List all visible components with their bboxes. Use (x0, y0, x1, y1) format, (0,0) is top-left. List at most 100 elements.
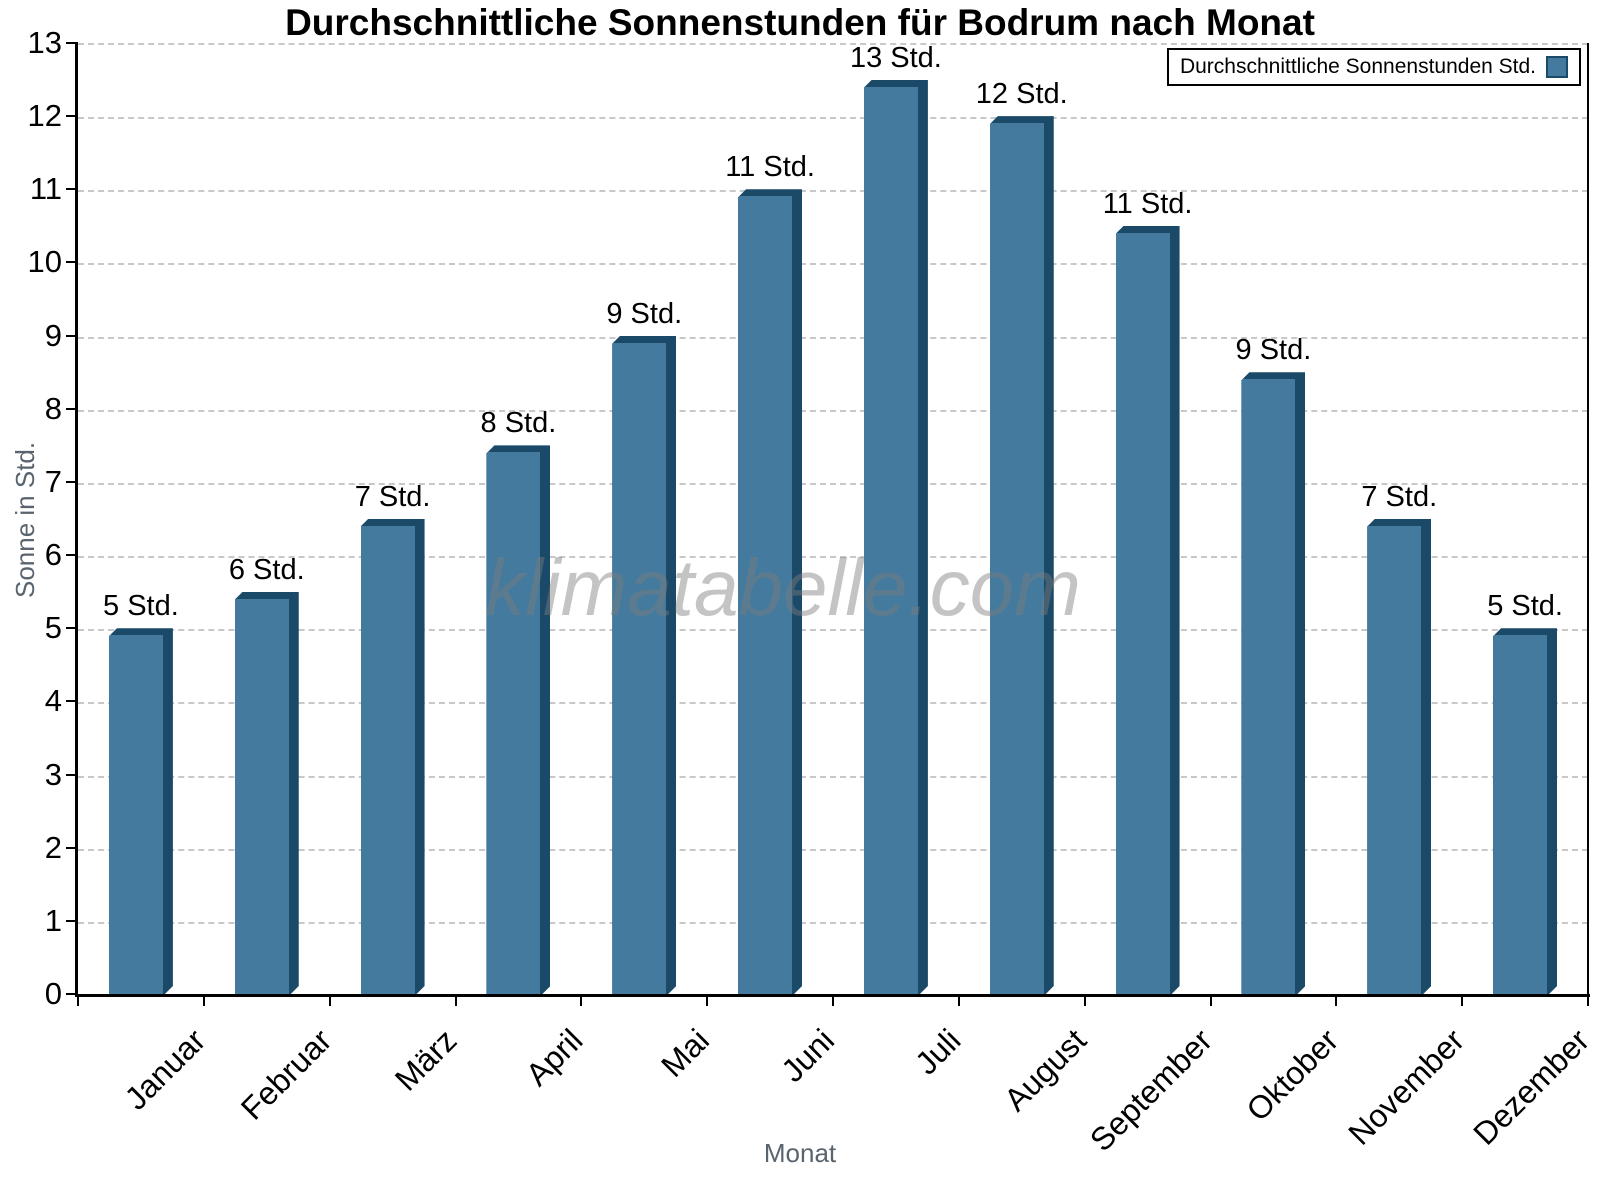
bar-face (361, 526, 415, 995)
bar-value-label: 9 Std. (606, 297, 683, 330)
gridline (78, 190, 1588, 193)
x-tick-mark (706, 997, 709, 1006)
y-tick-label: 3 (44, 756, 62, 792)
x-tick-label: Juli (907, 1022, 968, 1082)
bar (1241, 372, 1305, 994)
x-axis-line (75, 994, 1590, 997)
bar-face (235, 599, 289, 994)
gridline (78, 702, 1588, 705)
bar-face (109, 635, 163, 994)
x-tick-mark (832, 997, 834, 1006)
bar (1116, 226, 1180, 994)
bar (1367, 519, 1431, 995)
x-tick-mark (1461, 997, 1464, 1006)
bar-value-label: 9 Std. (1235, 334, 1312, 367)
plot-area (78, 43, 1588, 996)
y-tick-label: 9 (44, 317, 62, 353)
gridline (78, 556, 1588, 559)
bar-face (738, 196, 792, 994)
gridline (78, 848, 1588, 851)
x-tick-label: Oktober (1238, 1022, 1345, 1128)
y-tick-label: 7 (44, 463, 62, 499)
x-tick-label: März (388, 1022, 465, 1098)
x-tick-mark (1209, 997, 1212, 1006)
gridline (78, 629, 1588, 632)
x-tick-mark (454, 997, 457, 1006)
bar-face (990, 123, 1044, 994)
bar-value-label: 12 Std. (975, 78, 1068, 111)
x-tick-mark (77, 997, 79, 1006)
bar (235, 592, 299, 994)
bar-value-label: 11 Std. (725, 151, 815, 184)
gridline (78, 117, 1588, 120)
bar-value-label: 11 Std. (1102, 187, 1193, 220)
y-tick-label: 1 (44, 902, 62, 938)
y-tick-mark (66, 334, 78, 337)
x-tick-label: April (519, 1022, 590, 1093)
x-tick-mark (1587, 997, 1589, 1006)
chart-title: Durchschnittliche Sonnenstunden für Bodr… (285, 2, 1315, 43)
bar (1493, 628, 1557, 994)
bar (486, 445, 550, 994)
x-tick-label: Januar (117, 1022, 213, 1117)
y-tick-mark (66, 919, 78, 922)
x-tick-label: Juni (774, 1022, 842, 1089)
y-tick-label: 5 (44, 610, 62, 646)
y-tick-mark (66, 773, 78, 776)
x-tick-label: Mai (653, 1022, 716, 1084)
x-tick-mark (1335, 997, 1338, 1006)
bar (738, 189, 802, 994)
y-tick-mark (66, 480, 78, 483)
y-tick-label: 4 (44, 683, 62, 719)
y-tick-mark (66, 700, 78, 703)
bar (361, 519, 425, 995)
x-tick-label: November (1340, 1022, 1471, 1152)
bar-value-label: 5 Std. (1487, 590, 1563, 623)
gridline (78, 482, 1588, 485)
x-tick-mark (202, 997, 205, 1006)
y-tick-mark (66, 554, 78, 557)
y-tick-mark (66, 188, 78, 191)
bar-face (864, 87, 918, 994)
gridline (78, 409, 1588, 412)
y-tick-mark (66, 407, 78, 410)
gridline (78, 775, 1588, 778)
bar-value-label: 6 Std. (228, 553, 305, 586)
plot-right-border (1587, 43, 1589, 994)
legend-swatch-icon (1546, 56, 1568, 78)
y-tick-label: 0 (44, 976, 62, 1011)
legend-label: Durchschnittliche Sonnenstunden Std. (1179, 55, 1536, 78)
y-tick-label: 6 (44, 537, 62, 573)
bar-value-label: 7 Std. (1361, 480, 1438, 513)
bar (109, 628, 173, 994)
y-tick-label: 8 (44, 390, 62, 426)
bar-face (1116, 233, 1170, 994)
y-tick-mark (66, 42, 78, 44)
x-tick-mark (580, 997, 583, 1006)
bar-value-label: 5 Std. (103, 590, 179, 623)
bar-value-label: 8 Std. (480, 407, 557, 440)
y-tick-label: 10 (27, 244, 62, 280)
x-tick-label: Februar (233, 1022, 339, 1127)
y-tick-label: 2 (44, 829, 62, 865)
bar-value-label: 7 Std. (354, 480, 431, 513)
gridline (78, 336, 1588, 339)
y-tick-mark (66, 846, 78, 849)
gridline (78, 921, 1588, 924)
y-tick-mark (66, 627, 78, 630)
y-tick-label: 13 (27, 25, 62, 60)
bar-face (1493, 635, 1547, 994)
legend: Durchschnittliche Sonnenstunden Std. (1166, 48, 1581, 86)
bar-face (486, 452, 540, 994)
y-tick-mark (66, 261, 78, 264)
bar (612, 336, 676, 994)
x-tick-mark (328, 997, 331, 1006)
gridline (78, 263, 1588, 266)
bar-face (1367, 526, 1421, 995)
bar (990, 116, 1054, 994)
y-tick-label: 12 (27, 98, 62, 134)
bar (864, 80, 928, 994)
x-axis-title: Monat (763, 1138, 837, 1168)
y-tick-mark (66, 115, 78, 118)
